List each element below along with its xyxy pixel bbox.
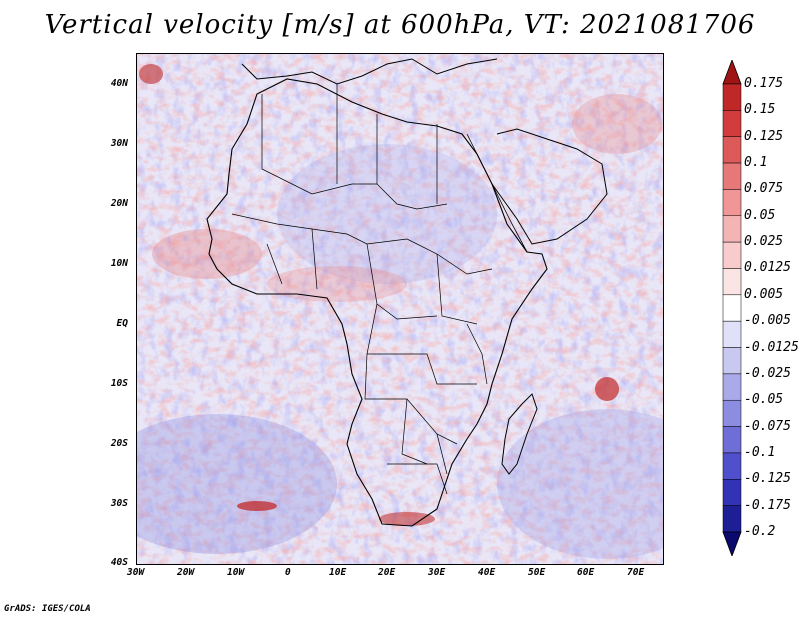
colorbar-bin: [722, 241, 742, 269]
ascent-patch: [267, 266, 407, 302]
colorbar-min-triangle: [722, 531, 742, 556]
colorbar-bin: [722, 320, 742, 348]
colorbar-label: 0.1: [744, 155, 768, 171]
colorbar-label: 0.005: [744, 286, 784, 302]
colorbar-label: -0.075: [744, 418, 791, 434]
colorbar-bin: [722, 189, 742, 217]
colorbar-bin: [722, 426, 742, 454]
colorbar-bin: [722, 479, 742, 506]
map-title: Vertical velocity [m/s] at 600hPa, VT: 2…: [44, 10, 756, 40]
ascent-cell: [237, 501, 277, 511]
lon-label: 60E: [577, 567, 595, 578]
lon-label: 40E: [478, 567, 496, 578]
colorbar-label: -0.0125: [744, 339, 799, 355]
colorbar-label: 0.15: [744, 102, 776, 118]
ascent-cell: [139, 64, 163, 84]
colorbar-label: -0.025: [744, 365, 791, 381]
ascent-patch: [572, 94, 662, 154]
lon-label: 30W: [127, 567, 145, 578]
europe-coastline: [241, 58, 498, 85]
colorbar-label: 0.025: [744, 234, 784, 250]
lon-label: 50E: [528, 567, 546, 578]
lat-label: 40S: [110, 557, 128, 568]
colorbar-bin: [722, 505, 742, 533]
subsidence-patch: [137, 414, 337, 554]
lon-label: 70E: [627, 567, 645, 578]
lat-label: 10N: [110, 258, 128, 269]
lon-label: 0: [285, 567, 291, 578]
lon-label: 10E: [329, 567, 347, 578]
lon-label: 10W: [227, 567, 245, 578]
subsidence-patch: [277, 144, 497, 284]
colorbar-max-triangle: [722, 60, 742, 85]
colorbar-bin: [722, 294, 742, 322]
colorbar-bin: [722, 83, 742, 111]
africa-coastline: [206, 78, 548, 527]
colorbar-bin: [722, 399, 742, 427]
ascent-cell: [379, 512, 435, 526]
colorbar-label: 0.175: [744, 76, 784, 91]
colorbar-bin: [722, 136, 742, 164]
colorbar: [722, 60, 742, 556]
lat-label: 20N: [110, 198, 128, 209]
colorbar-label: -0.125: [744, 471, 791, 487]
lon-label: 30E: [428, 567, 446, 578]
red-sea: [466, 133, 528, 253]
colorbar-label: 0.0125: [744, 260, 791, 276]
lat-label: EQ: [116, 318, 128, 329]
colorbar-label: -0.1: [744, 444, 776, 460]
grads-credit: GrADS: IGES/COLA: [4, 604, 91, 614]
arabia-coastline: [491, 128, 608, 245]
colorbar-label: -0.175: [744, 497, 791, 513]
colorbar-bin: [722, 268, 742, 296]
colorbar-bin: [722, 110, 742, 137]
ascent-texture: [137, 54, 663, 564]
colorbar-bin: [722, 452, 742, 480]
colorbar-label: 0.075: [744, 181, 784, 197]
colorbar-bin: [722, 162, 742, 190]
lat-label: 20S: [110, 438, 128, 449]
vertical-velocity-map[interactable]: [137, 54, 663, 564]
colorbar-label: -0.005: [744, 313, 791, 329]
lon-label: 20E: [378, 567, 396, 578]
lat-label: 30N: [110, 138, 128, 149]
lat-label: 40N: [110, 78, 128, 89]
madagascar-coastline: [501, 393, 538, 475]
lat-label: 30S: [110, 498, 128, 509]
colorbar-bin: [722, 215, 742, 243]
map-panel[interactable]: [136, 53, 664, 565]
lat-label: 10S: [110, 378, 128, 389]
country-borders: [231, 84, 493, 495]
lon-label: 20W: [177, 567, 195, 578]
colorbar-label: 0.05: [744, 207, 776, 223]
subsidence-patch: [497, 409, 663, 559]
colorbar-bin: [722, 373, 742, 401]
colorbar-label: -0.05: [744, 392, 784, 408]
colorbar-label: 0.125: [744, 128, 784, 144]
ascent-patch: [152, 229, 262, 279]
colorbar-bin: [722, 347, 742, 375]
colorbar-label: -0.2: [744, 524, 776, 539]
ascent-cell: [595, 377, 619, 401]
